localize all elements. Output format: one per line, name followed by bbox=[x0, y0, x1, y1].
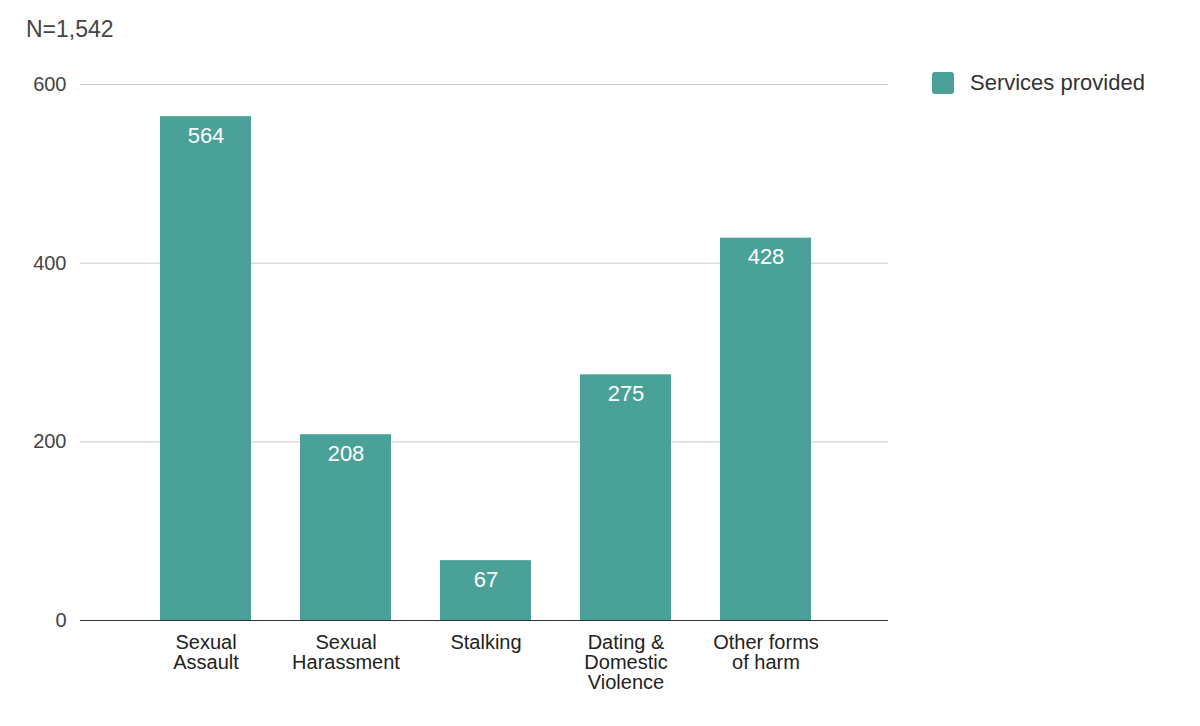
svg-text:600: 600 bbox=[33, 73, 66, 95]
html-text:N=1,542: N=1,542 bbox=[26, 16, 114, 42]
svg-text:208: 208 bbox=[328, 441, 365, 466]
svg-text:SexualHarassment: SexualHarassment bbox=[292, 631, 400, 673]
html-text:Services provided: Services provided bbox=[970, 70, 1145, 95]
svg-text:400: 400 bbox=[33, 252, 66, 274]
svg-text:0: 0 bbox=[55, 609, 66, 631]
svg-text:SexualAssault: SexualAssault bbox=[173, 631, 239, 673]
svg-text:Stalking: Stalking bbox=[450, 631, 521, 653]
svg-text:67: 67 bbox=[474, 567, 498, 592]
svg-text:Other formsof harm: Other formsof harm bbox=[713, 631, 819, 673]
svg-text:200: 200 bbox=[33, 430, 66, 452]
svg-text:428: 428 bbox=[748, 244, 785, 269]
svg-text:Dating &DomesticViolence: Dating &DomesticViolence bbox=[584, 631, 667, 693]
svg-text:275: 275 bbox=[608, 381, 645, 406]
svg-text:564: 564 bbox=[188, 123, 225, 148]
